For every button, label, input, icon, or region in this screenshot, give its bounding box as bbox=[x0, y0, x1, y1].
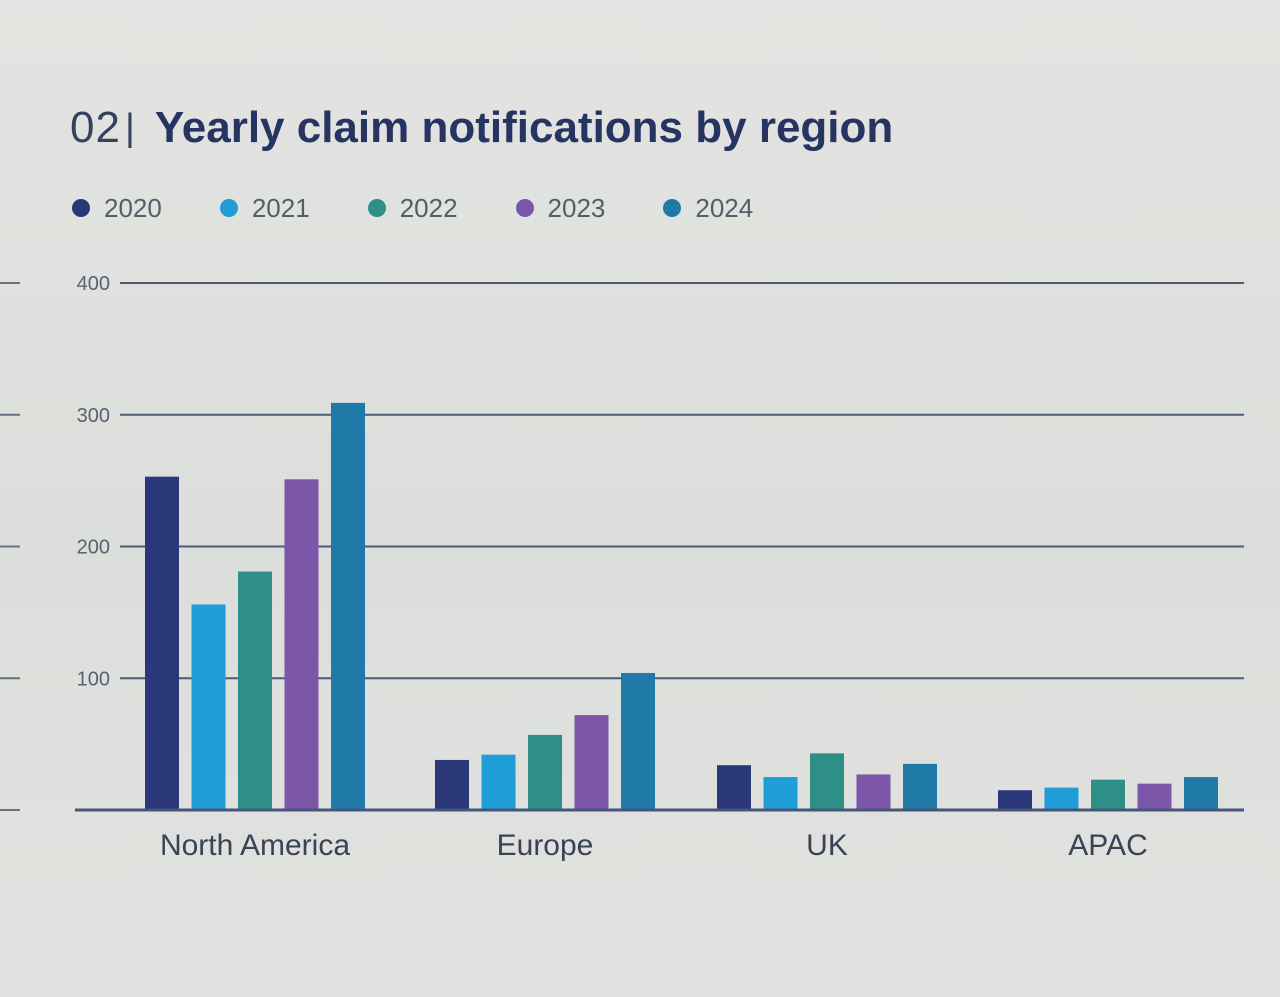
y-tick-label: 100 bbox=[77, 668, 110, 690]
category-label: APAC bbox=[1068, 829, 1147, 862]
bar-2022 bbox=[528, 734, 562, 810]
y-tick-label: 200 bbox=[77, 537, 110, 559]
legend-item-2022: 2022 bbox=[367, 192, 458, 224]
y-tick-label: 300 bbox=[77, 405, 110, 427]
legend-swatch bbox=[219, 199, 238, 217]
legend-label: 2020 bbox=[104, 192, 162, 223]
legend-label: 2021 bbox=[251, 192, 310, 223]
bar-2020 bbox=[435, 759, 469, 810]
bar-2024 bbox=[1184, 777, 1218, 810]
bar-2020 bbox=[145, 476, 179, 810]
legend-item-2023: 2023 bbox=[515, 192, 606, 224]
legend-swatch bbox=[72, 199, 90, 217]
category-label: North America bbox=[160, 829, 350, 862]
legend-item-2021: 2021 bbox=[219, 192, 310, 224]
bar-2023 bbox=[1137, 783, 1172, 810]
bar-2022 bbox=[810, 753, 844, 810]
bar-2020 bbox=[998, 790, 1032, 810]
bar-2023 bbox=[574, 715, 609, 810]
legend-label: 2022 bbox=[399, 192, 458, 223]
legend-swatch bbox=[367, 199, 386, 217]
bar-2023 bbox=[284, 479, 319, 810]
y-tick-label: 400 bbox=[77, 273, 110, 295]
chart-legend: 2020 2021 2022 2023 2024 bbox=[72, 190, 811, 226]
bar-2021 bbox=[1044, 787, 1079, 810]
category-label: Europe bbox=[497, 829, 594, 862]
legend-item-2024: 2024 bbox=[663, 193, 753, 224]
legend-item-2020: 2020 bbox=[72, 193, 162, 224]
chart-title: Yearly claim notifications by region bbox=[154, 103, 894, 152]
chart-header: 02 | Yearly claim notifications by regio… bbox=[70, 96, 893, 160]
bar-2024 bbox=[621, 672, 655, 810]
bar-2023 bbox=[856, 774, 891, 810]
bar-2024 bbox=[903, 763, 937, 810]
bar-2022 bbox=[238, 571, 272, 810]
bar-2024 bbox=[331, 402, 365, 810]
bar-2022 bbox=[1091, 779, 1125, 810]
bar-2020 bbox=[717, 765, 751, 810]
legend-swatch bbox=[663, 199, 682, 217]
legend-swatch bbox=[515, 199, 534, 217]
chart-number: 02 bbox=[70, 103, 121, 152]
category-label: UK bbox=[806, 829, 848, 862]
bar-2021 bbox=[191, 604, 226, 810]
bar-2021 bbox=[481, 754, 516, 810]
legend-label: 2023 bbox=[547, 192, 606, 223]
legend-label: 2024 bbox=[695, 192, 754, 223]
bar-2021 bbox=[763, 777, 798, 810]
title-separator: | bbox=[124, 106, 135, 149]
